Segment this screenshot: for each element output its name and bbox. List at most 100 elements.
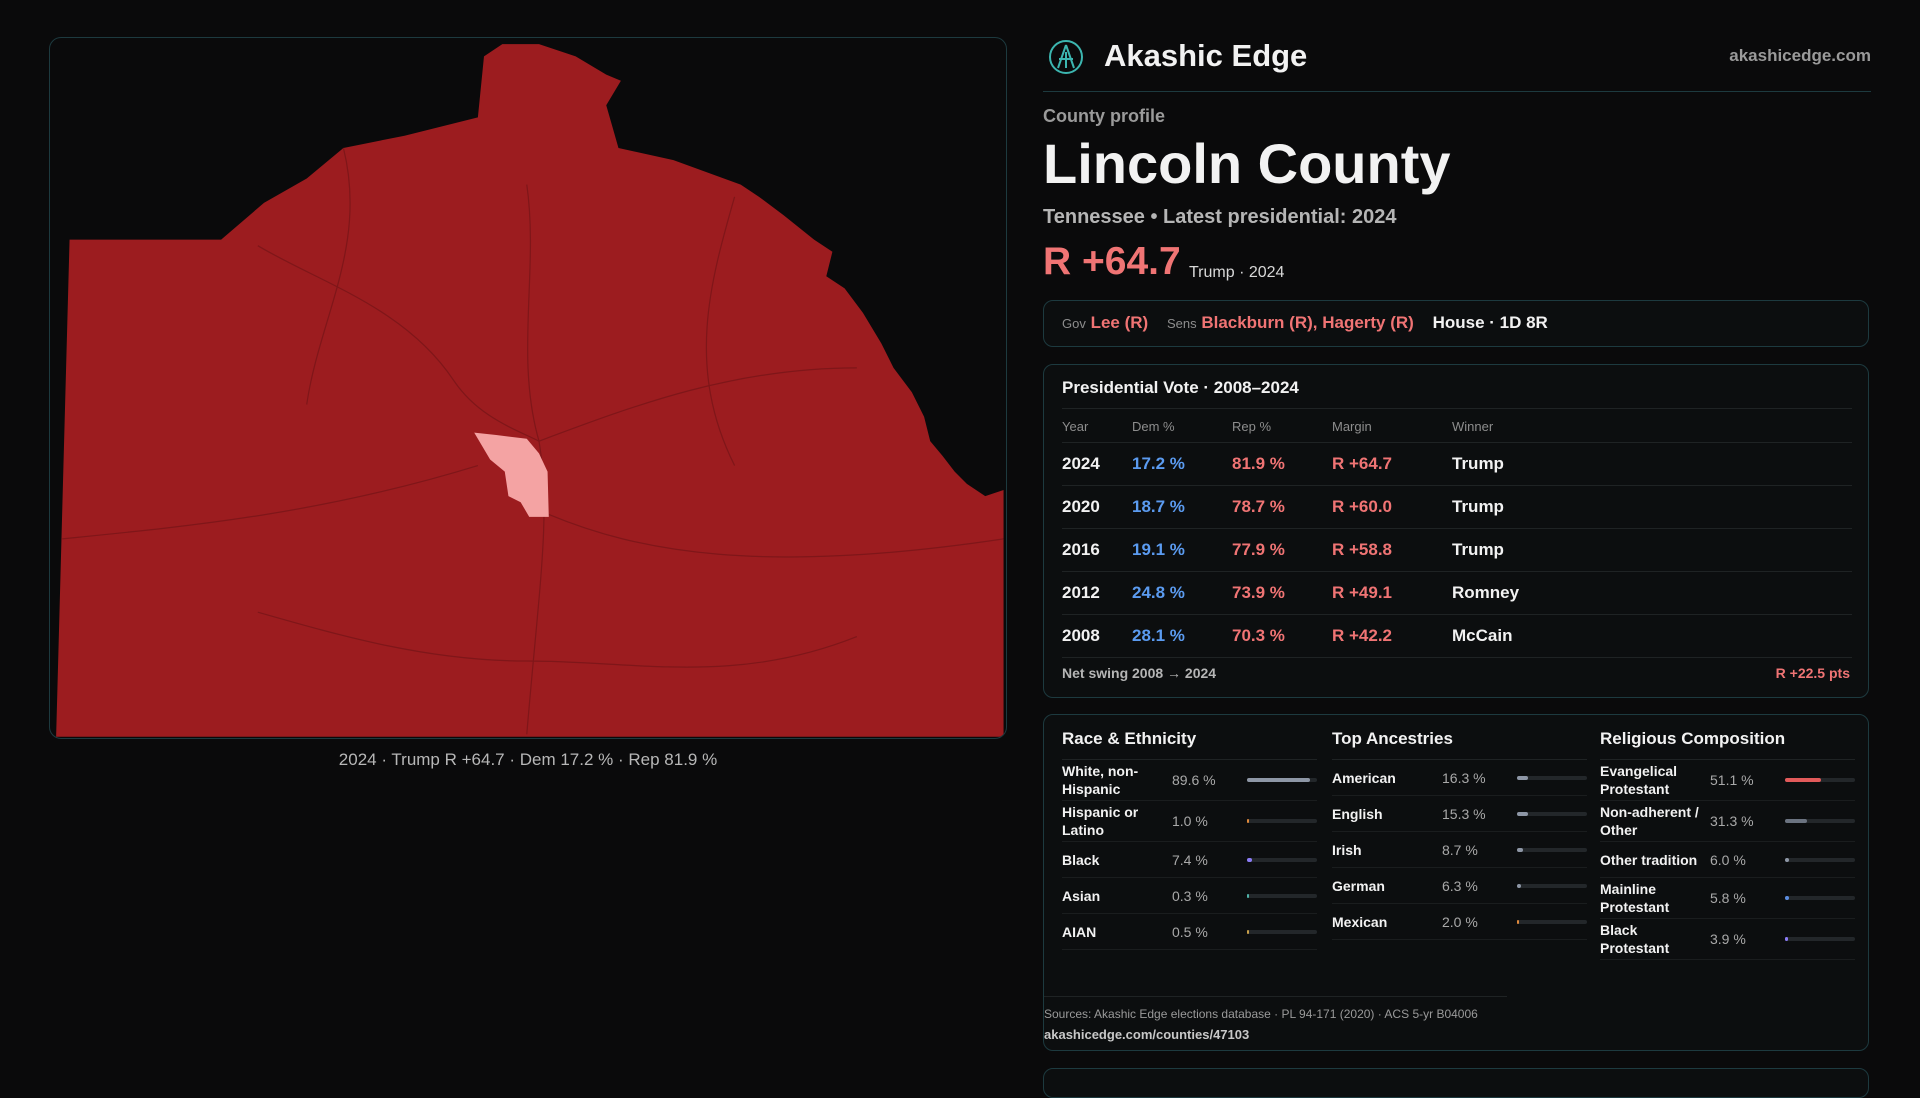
race-column: Race & Ethnicity White, non-Hispanic 89.6 … (1062, 715, 1317, 950)
column-header: Year (1062, 408, 1132, 443)
bar-track (1247, 893, 1317, 898)
county-name: Lincoln County (1043, 132, 1451, 195)
table-cell: 2008 (1062, 614, 1132, 658)
demo-row: Hispanic or Latino 1.0 % (1062, 801, 1317, 842)
demographics-box: Race & Ethnicity White, non-Hispanic 89.6 … (1043, 714, 1869, 1051)
table-row: 2024 17.2 % 81.9 % R +64.7 Trump (1062, 442, 1852, 486)
bar (1785, 819, 1807, 823)
map-panel (49, 37, 1007, 739)
demo-value: 89.6 % (1172, 772, 1216, 788)
religion-column: Religious Composition Evangelical Protest… (1600, 715, 1855, 960)
demo-value: 5.8 % (1710, 890, 1746, 906)
column-header: Margin (1332, 408, 1452, 443)
house: House · 1D 8R (1432, 313, 1548, 332)
precinct-lines (62, 147, 1004, 735)
table-row: 2020 18.7 % 78.7 % R +60.0 Trump (1062, 485, 1852, 529)
bar (1785, 937, 1788, 941)
table-cell: 81.9 % (1232, 442, 1332, 486)
demo-name: Mexican (1332, 913, 1388, 930)
demo-row: Non-adherent / Other 31.3 % (1600, 801, 1855, 842)
state: Tennessee (1043, 206, 1145, 228)
demo-value: 6.0 % (1710, 851, 1746, 868)
headline-margin: R +64.7 (1043, 240, 1181, 283)
demo-row: Mainline Protestant 5.8 % (1600, 878, 1855, 919)
table-cell: Romney (1452, 571, 1852, 615)
table-cell: R +60.0 (1332, 485, 1452, 529)
demo-name: German (1332, 877, 1385, 894)
site[interactable]: akashicedge.com (1729, 46, 1871, 65)
bar (1247, 778, 1310, 782)
swing: R +22.5 pts (1775, 665, 1850, 681)
demo-value: 51.1 % (1710, 772, 1754, 788)
demo-name: Black (1062, 851, 1100, 868)
presidential-table: Year Dem % Rep % Margin Winner 2024 17.2 % 81.9… (1062, 408, 1852, 658)
demo-value: 16.3 % (1442, 769, 1486, 786)
source-url[interactable]: akashicedge.com/counties/47103 (1044, 1027, 1250, 1042)
county-map (56, 44, 1004, 737)
bar (1517, 775, 1529, 780)
bar (1247, 929, 1249, 934)
table-cell: 19.1 % (1132, 528, 1232, 572)
bar-track (1785, 819, 1855, 823)
demo-row: English 15.3 % (1332, 796, 1587, 832)
table-cell: 18.7 % (1132, 485, 1232, 529)
table-cell: 2012 (1062, 571, 1132, 615)
demo-value: 7.4 % (1172, 851, 1208, 868)
gov: Lee (R) (1090, 313, 1149, 332)
presidential-box: Presidential Vote · 2008–2024 Year Dem % R… (1043, 364, 1869, 698)
brand: Akashic Edge (1104, 38, 1308, 73)
demo-value: 0.3 % (1172, 887, 1208, 904)
demo-value: 8.7 % (1442, 841, 1478, 858)
map-caption: 2024 · Trump R +64.7 · Dem 17.2 % · Rep … (338, 750, 718, 769)
bar-track (1247, 929, 1317, 934)
bar-track (1517, 883, 1587, 888)
bar (1517, 919, 1519, 924)
demo-name: American (1332, 769, 1396, 786)
demo-name: Other tradition (1600, 851, 1698, 868)
subtitle: Tennessee • Latest presidential: 2024 (1043, 206, 1396, 229)
bar-track (1517, 919, 1587, 924)
bar (1247, 819, 1249, 823)
officials-box: Gov Lee (R) Sens Blackburn (R), Hagerty … (1043, 300, 1869, 347)
bar-track (1247, 819, 1317, 823)
latest: • Latest presidential: 2024 (1150, 206, 1397, 228)
demo-row: AIAN 0.5 % (1062, 914, 1317, 950)
gov-label: Gov (1062, 316, 1086, 331)
section-title: Top Ancestries (1332, 715, 1587, 760)
table-cell: 28.1 % (1132, 614, 1232, 658)
logo (1049, 40, 1083, 74)
bar (1785, 896, 1790, 900)
bar-track (1785, 896, 1855, 900)
demo-row: Irish 8.7 % (1332, 832, 1587, 868)
table-row: 2008 28.1 % 70.3 % R +42.2 McCain (1062, 614, 1852, 658)
column-header: Rep % (1232, 408, 1332, 443)
demo-value: 31.3 % (1710, 813, 1754, 829)
table-cell: 2020 (1062, 485, 1132, 529)
bar-track (1517, 847, 1587, 852)
table-cell: 24.8 % (1132, 571, 1232, 615)
bar-track (1785, 778, 1855, 782)
table-cell: R +64.7 (1332, 442, 1452, 486)
bar (1785, 857, 1790, 862)
table-cell: 77.9 % (1232, 528, 1332, 572)
bar-track (1247, 778, 1317, 782)
table-cell: R +42.2 (1332, 614, 1452, 658)
swing-label: Net swing 2008 → 2024 (1062, 665, 1217, 681)
bar-track (1247, 857, 1317, 862)
sources: Sources: Akashic Edge elections database… (1044, 1007, 1478, 1021)
table-cell: 78.7 % (1232, 485, 1332, 529)
table-cell: R +49.1 (1332, 571, 1452, 615)
table-cell: 73.9 % (1232, 571, 1332, 615)
sens: Blackburn (R), Hagerty (R) (1201, 313, 1414, 332)
bar-track (1785, 937, 1855, 941)
demo-name: Evangelical Protestant (1600, 763, 1678, 797)
demo-row: American 16.3 % (1332, 760, 1587, 796)
demo-value: 2.0 % (1442, 913, 1478, 930)
demo-name: Irish (1332, 841, 1362, 858)
demo-name: Mainline Protestant (1600, 881, 1670, 915)
bar (1247, 857, 1253, 862)
demo-name: Asian (1062, 887, 1101, 904)
table-cell: 70.3 % (1232, 614, 1332, 658)
